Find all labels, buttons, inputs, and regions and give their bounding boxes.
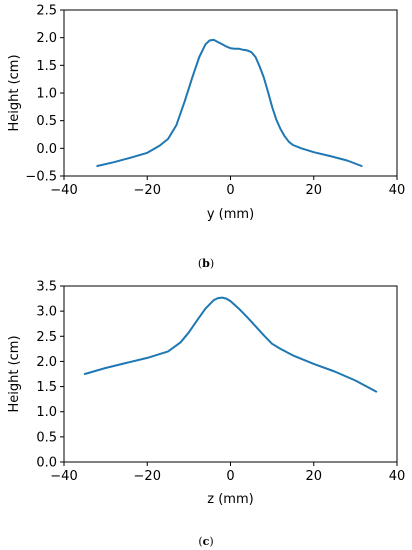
chart-b: −0.5 0.0 0.5 1.0 1.5 2.0 2.5 −40 −20 0 20 40 y (mm… [7, 4, 405, 271]
chart-c-x-tick-label: −40 [50, 469, 77, 484]
chart-b-y-tick-label: −0.5 [25, 170, 57, 185]
chart-c-y-tick-label: 3.0 [36, 305, 57, 320]
chart-c-y-axis-label: Height (cm) [7, 335, 22, 412]
chart-b-x-tick-label: 40 [389, 183, 406, 198]
chart-b-y-tick-label: 0.5 [36, 114, 57, 129]
chart-b-y-axis-label: Height (cm) [7, 54, 22, 131]
chart-c-x-tick-label: 20 [305, 469, 322, 484]
chart-c-y-tick-label: 0.0 [36, 456, 57, 471]
chart-b-x-tick-label: 20 [305, 183, 322, 198]
chart-c-x-axis-label: z (mm) [207, 492, 253, 507]
chart-c-y-tick-label: 3.5 [36, 280, 57, 295]
chart-b-x-axis-label: y (mm) [207, 207, 254, 222]
chart-b-y-tick-label: 1.5 [36, 59, 57, 74]
chart-b-x-tick-label: 0 [226, 183, 234, 198]
chart-c-x-tick-label: −20 [134, 469, 161, 484]
chart-c-x-tick-label: 0 [226, 469, 234, 484]
chart-c-y-tick-label: 2.0 [36, 355, 57, 370]
chart-b-y-tick-label: 2.0 [36, 31, 57, 46]
chart-b-series-line [96, 38, 363, 167]
chart-c-y-tick-label: 1.0 [36, 405, 57, 420]
chart-c-y-tick-label: 1.5 [36, 380, 57, 395]
chart-b-frame [63, 9, 398, 177]
chart-c: 0.0 0.5 1.0 1.5 2.0 2.5 3.0 3.5 −40 −20 0 20 40 z (… [7, 280, 405, 549]
chart-b-x-tick-label: −40 [50, 183, 77, 198]
chart-c-x-tick-label: 40 [389, 469, 406, 484]
chart-b-y-tick-label: 0.0 [36, 142, 57, 157]
chart-b-y-tick-label: 2.5 [36, 4, 57, 19]
chart-c-frame [63, 285, 398, 463]
chart-b-x-tick-label: −20 [134, 183, 161, 198]
chart-c-caption: (c) [198, 535, 213, 548]
chart-b-caption: (b) [198, 257, 214, 270]
chart-c-y-tick-label: 2.5 [36, 330, 57, 345]
chart-c-y-tick-label: 0.5 [36, 430, 57, 445]
chart-b-y-tick-label: 1.0 [36, 87, 57, 102]
chart-c-series-line [83, 296, 378, 393]
